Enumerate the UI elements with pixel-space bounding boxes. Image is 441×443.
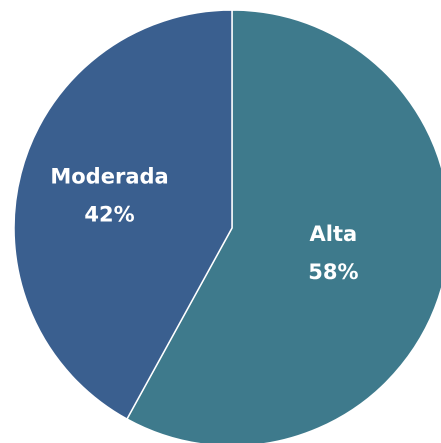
slice-value-label: 58% xyxy=(308,260,358,284)
slice-value-label: 42% xyxy=(84,203,134,227)
slice-label: Moderada xyxy=(50,165,168,189)
pie-slice xyxy=(125,9,441,443)
slice-label: Alta xyxy=(310,222,358,246)
pie-slice xyxy=(13,9,233,421)
